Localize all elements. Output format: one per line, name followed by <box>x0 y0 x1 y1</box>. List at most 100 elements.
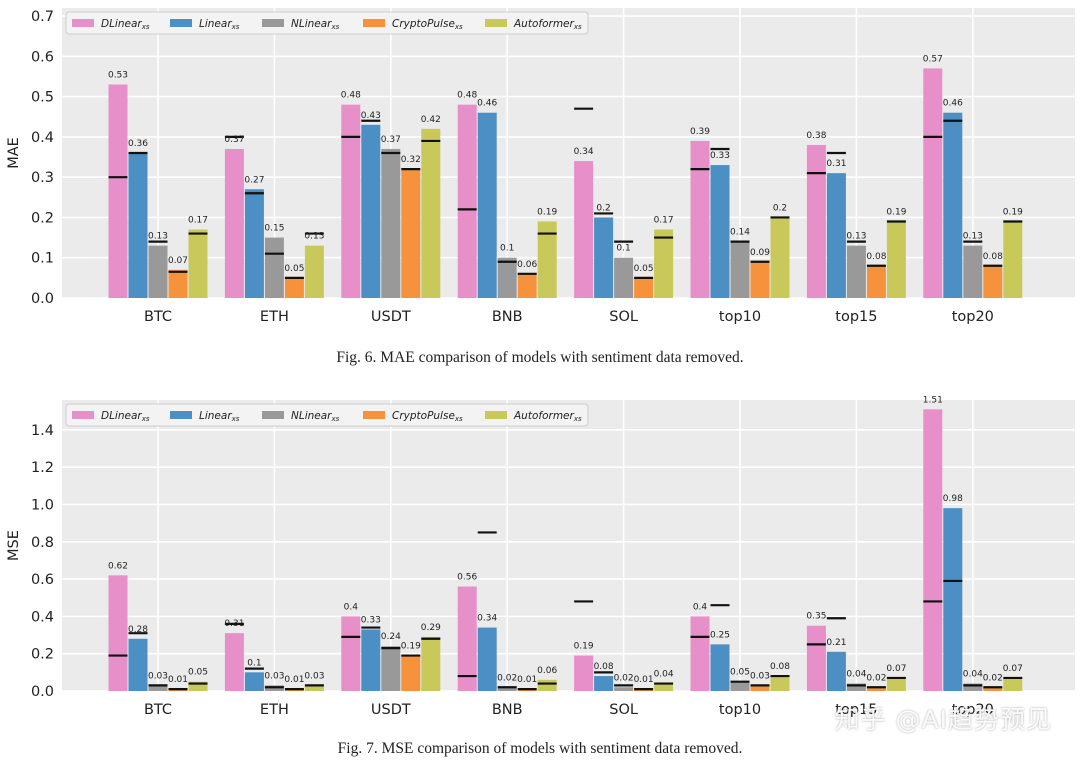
mse-legend-box <box>65 403 589 427</box>
mae-data-label: 0.13 <box>148 232 168 242</box>
mae-data-label: 0.05 <box>284 264 304 274</box>
mae-bar-dlinear-bnb <box>457 104 477 299</box>
mse-bar-nlinear-top10 <box>730 681 750 691</box>
mae-data-label: 0.08 <box>983 252 1003 262</box>
mae-data-label: 0.39 <box>690 127 710 137</box>
mae-ytick-label: 0.1 <box>31 251 54 267</box>
mse-bar-cryptopulse-usdt <box>401 655 421 691</box>
mse-data-label: 0.01 <box>634 675 654 685</box>
mse-data-label: 0.62 <box>108 561 128 571</box>
mse-data-label: 0.21 <box>826 638 846 648</box>
mse-data-label: 0.4 <box>344 602 359 612</box>
mae-legend-label-nlinear: NLinearxs <box>291 18 340 31</box>
mse-bar-linear-btc <box>128 638 148 691</box>
mae-legend-swatch-autoformer <box>485 19 507 27</box>
mse-data-label: 0.03 <box>264 671 284 681</box>
mse-data-label: 0.01 <box>517 675 537 685</box>
mae-data-label: 0.19 <box>537 207 557 217</box>
mse-legend: DLinearxs Linearxs NLinearxs CryptoPulsexs A… <box>65 403 589 427</box>
mae-data-label: 0.08 <box>866 252 886 262</box>
mse-bar-linear-sol <box>594 676 614 691</box>
mae-bar-autoformer-eth <box>304 245 324 298</box>
mae-ytick-label: 0.6 <box>31 49 54 65</box>
mse-xtick-label: SOL <box>609 702 638 718</box>
mse-bar-nlinear-btc <box>148 685 168 691</box>
mae-data-label: 0.17 <box>188 216 208 226</box>
mae-legend-box <box>65 11 589 35</box>
mae-bar-nlinear-top20 <box>963 245 983 298</box>
mae-bar-linear-sol <box>594 217 614 298</box>
mse-bar-dlinear-usdt <box>341 616 361 691</box>
mae-bar-linear-btc <box>128 153 148 298</box>
mse-data-label: 0.29 <box>421 623 441 633</box>
mse-data-label: 0.24 <box>381 632 401 642</box>
fig7-caption: Fig. 7. MSE comparison of models with se… <box>337 740 743 757</box>
mse-data-label: 0.08 <box>770 662 790 672</box>
mae-ytick-label: 0.7 <box>31 9 54 25</box>
mse-plot-area <box>62 400 1075 691</box>
mse-bar-cryptopulse-top15 <box>866 687 886 691</box>
mse-bar-linear-eth <box>244 672 264 691</box>
mse-legend-swatch-nlinear <box>262 411 284 419</box>
mae-data-label: 0.34 <box>574 147 594 157</box>
mse-bar-autoformer-bnb <box>537 679 557 691</box>
mse-bar-nlinear-top15 <box>846 683 866 691</box>
mse-xtick-label: USDT <box>371 702 411 718</box>
mae-ytick-label: 0.2 <box>31 210 54 226</box>
mae-xtick-label: USDT <box>371 309 411 325</box>
mae-xtick-label: top10 <box>719 309 761 325</box>
mae-bar-linear-top10 <box>710 165 730 298</box>
mse-data-label: 0.56 <box>457 573 477 583</box>
mae-bar-autoformer-sol <box>654 229 674 298</box>
mse-bar-nlinear-sol <box>614 687 634 691</box>
mse-ytick-label: 0.6 <box>31 572 54 588</box>
mae-data-label: 0.13 <box>304 232 324 242</box>
mae-data-label: 0.1 <box>500 244 514 254</box>
mse-data-label: 0.04 <box>963 670 983 680</box>
mse-legend-label-nlinear: NLinearxs <box>291 410 340 423</box>
mse-ytick-label: 1.4 <box>31 423 54 439</box>
mae-data-label: 0.36 <box>128 139 148 149</box>
mse-ytick-label: 0.2 <box>31 647 54 663</box>
mae-data-label: 0.13 <box>846 232 866 242</box>
mse-bar-autoformer-sol <box>654 683 674 691</box>
mse-xtick-label: top10 <box>719 702 761 718</box>
mae-bar-nlinear-eth <box>264 237 284 298</box>
mae-legend-swatch-dlinear <box>72 19 94 27</box>
mae-legend: DLinearxs Linearxs NLinearxs CryptoPulsexs A… <box>65 11 589 35</box>
mse-data-label: 0.07 <box>886 664 906 674</box>
mse-data-label: 0.19 <box>574 642 594 652</box>
mae-bar-autoformer-top10 <box>770 217 790 298</box>
mae-bar-dlinear-top10 <box>690 140 710 298</box>
mae-legend-swatch-nlinear <box>262 19 284 27</box>
mae-xtick-label: top15 <box>835 309 877 325</box>
mse-bar-autoformer-top20 <box>1003 677 1023 691</box>
mae-data-label: 0.1 <box>616 244 630 254</box>
mae-data-label: 0.13 <box>963 232 983 242</box>
mse-data-label: 0.05 <box>730 668 750 678</box>
mse-data-label: 0.98 <box>943 494 963 504</box>
mse-ytick-label: 1.2 <box>31 460 54 476</box>
mse-bar-linear-top20 <box>943 508 963 691</box>
mae-data-label: 0.37 <box>224 135 244 145</box>
mae-bar-dlinear-top20 <box>923 68 943 299</box>
mae-bar-linear-usdt <box>361 124 381 298</box>
mae-data-label: 0.43 <box>361 111 381 121</box>
mse-bar-dlinear-top20 <box>923 409 943 691</box>
mse-bar-autoformer-top15 <box>886 677 906 691</box>
mse-bar-autoformer-top10 <box>770 676 790 691</box>
mae-bar-linear-top15 <box>826 173 846 298</box>
mae-data-label: 0.42 <box>421 115 441 125</box>
mse-bar-autoformer-eth <box>304 685 324 691</box>
mse-data-label: 0.05 <box>188 668 208 678</box>
mae-ytick-label: 0.0 <box>31 291 54 307</box>
mse-bar-dlinear-sol <box>574 655 594 691</box>
mae-xtick-label: SOL <box>609 309 638 325</box>
mse-xtick-label: BNB <box>492 702 523 718</box>
mae-bar-nlinear-usdt <box>381 148 401 298</box>
mse-bar-nlinear-usdt <box>381 646 401 691</box>
mse-data-label: 0.19 <box>401 642 421 652</box>
mae-data-label: 0.14 <box>730 228 750 238</box>
mae-data-label: 0.05 <box>634 264 654 274</box>
mae-data-label: 0.2 <box>773 203 787 213</box>
